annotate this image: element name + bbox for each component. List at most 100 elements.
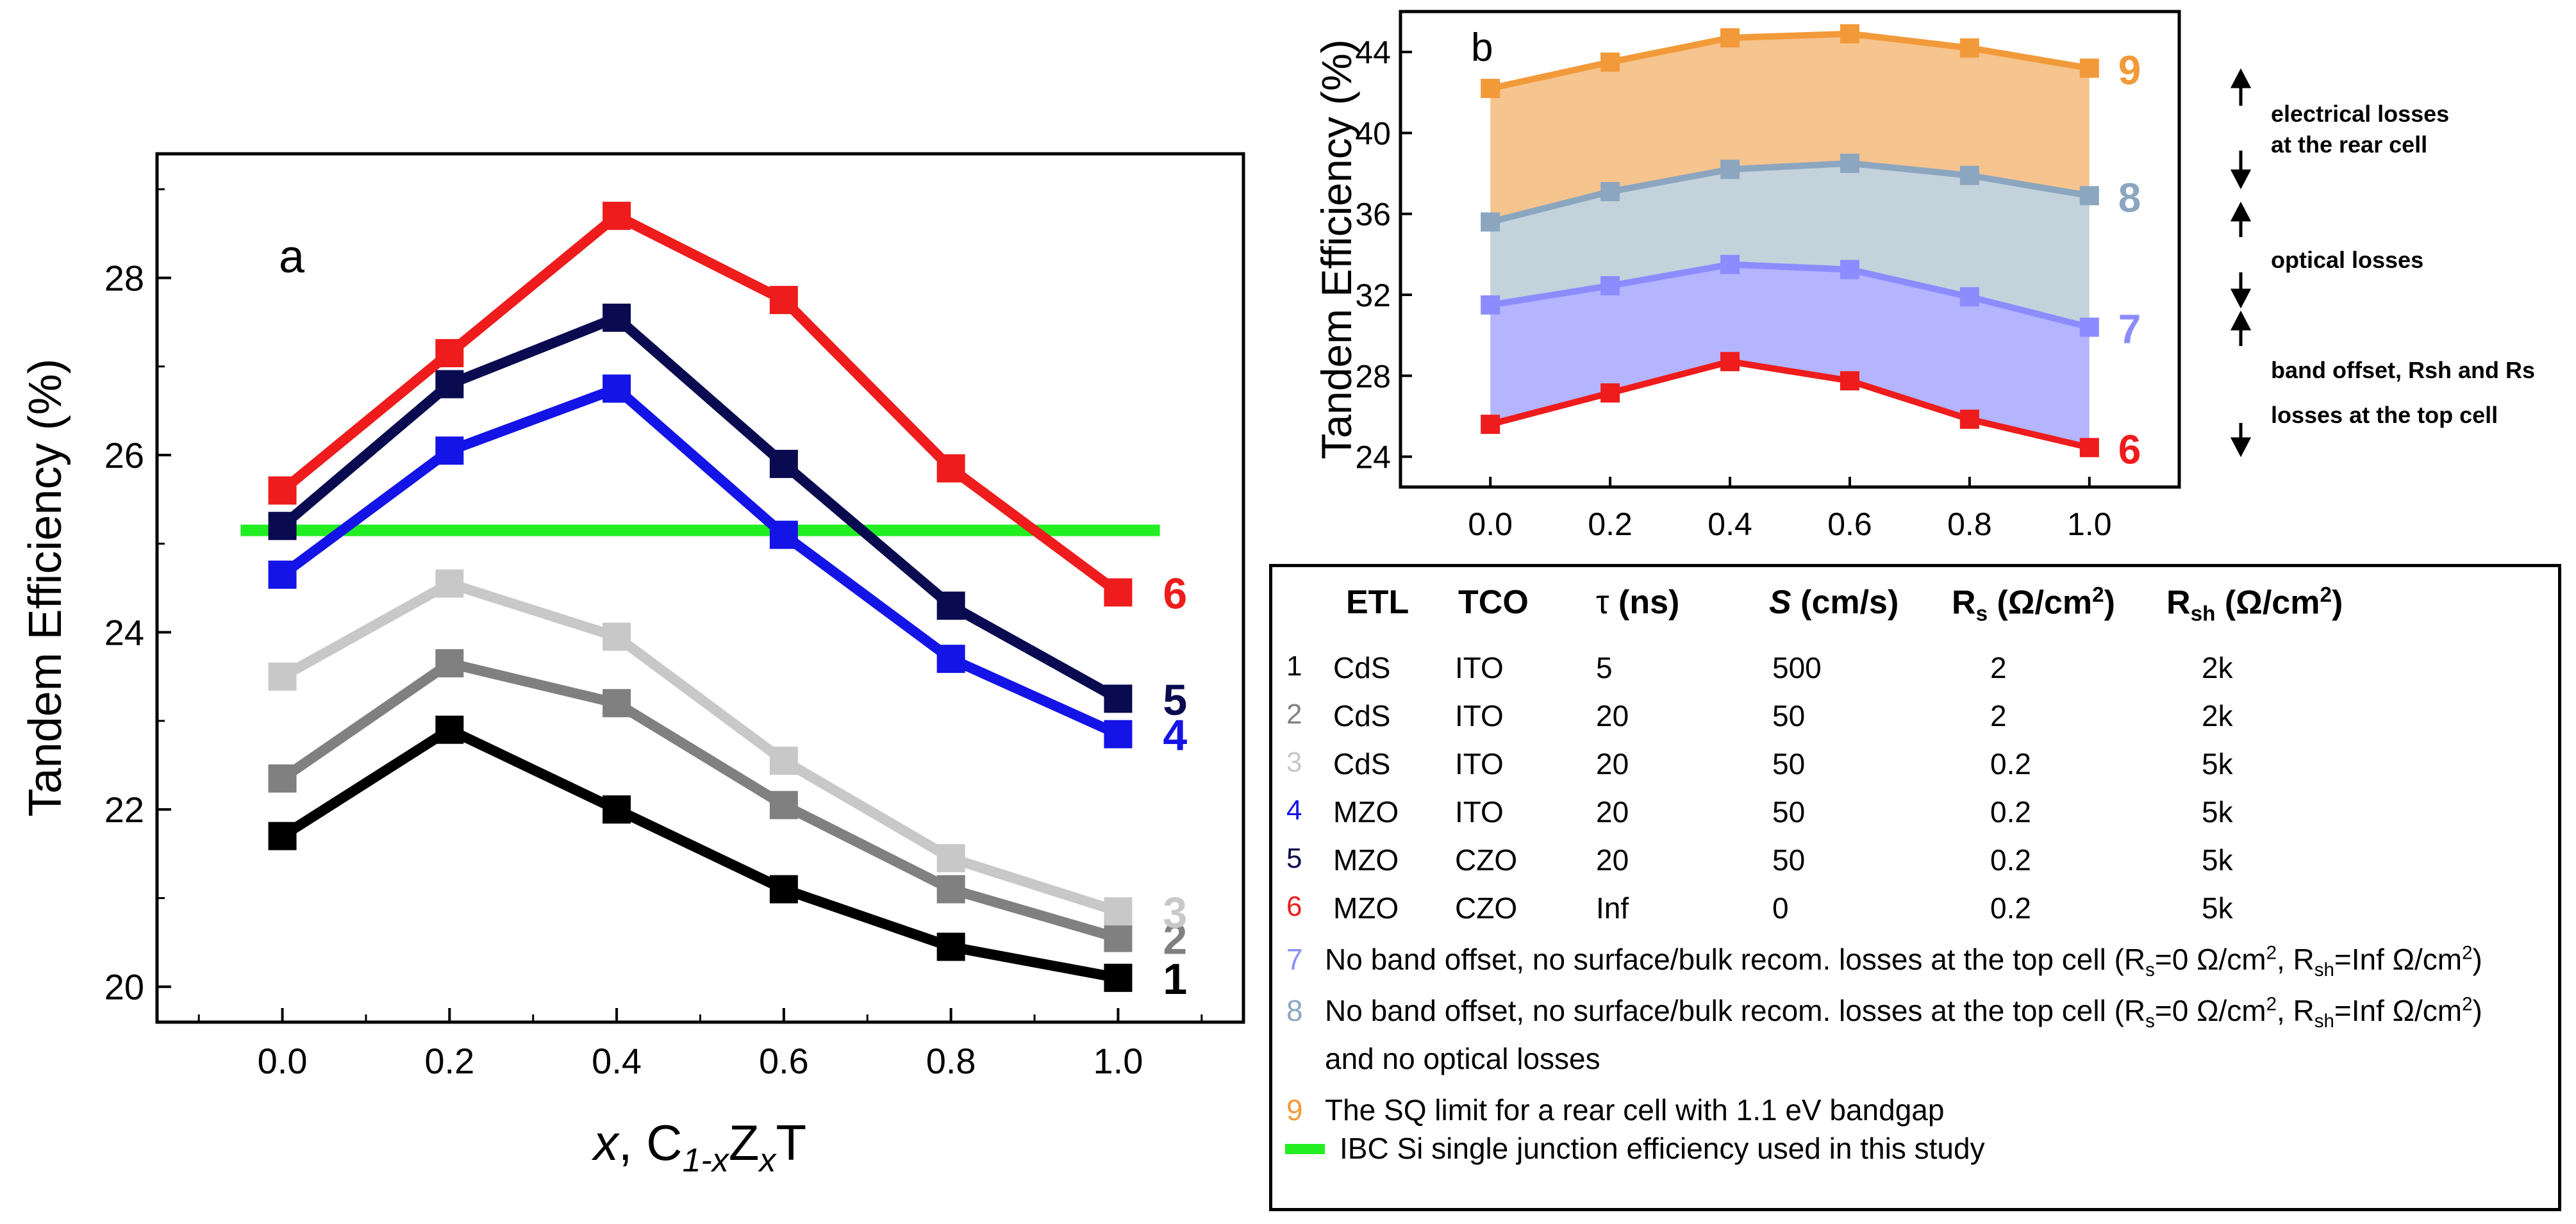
xlabel-t: T	[776, 1114, 806, 1171]
series-a-point-5	[435, 370, 464, 399]
cell-rs: 0.2	[1990, 843, 2031, 877]
series-b-point-8	[1840, 153, 1859, 173]
series-a-3: 3	[268, 569, 1187, 937]
series-b-point-9	[1720, 28, 1740, 48]
annotation-band-offset: band offset, Rsh and Rs	[2271, 357, 2535, 383]
series-a-point-5	[602, 303, 631, 332]
header-s: S (cm/s)	[1769, 584, 1899, 621]
row-number: 4	[1286, 795, 1302, 826]
series-b-point-6	[2079, 438, 2099, 458]
table-row: 4 MZO ITO 20 50 0.2 5k	[1272, 795, 2558, 833]
cell-s: 50	[1772, 843, 1806, 877]
xtick-label-b: 1.0	[2067, 506, 2112, 542]
series-b-point-7	[1840, 260, 1859, 279]
series-a-point-6	[268, 476, 297, 505]
series-b-point-8	[1720, 160, 1740, 179]
series-b-line-9	[1490, 30, 2090, 92]
series-a-point-6	[435, 339, 464, 368]
xlabel-comma: ,	[619, 1114, 646, 1171]
ytick-label-a: 20	[104, 967, 144, 1007]
cell-s: 500	[1772, 651, 1822, 684]
series-a-2: 2	[268, 649, 1187, 964]
series-a-5: 5	[268, 303, 1187, 724]
series-a-point-4	[769, 520, 798, 549]
cell-etl: MZO	[1333, 891, 1399, 925]
cell-tau: 20	[1596, 747, 1629, 781]
series-b-point-8	[2079, 186, 2099, 206]
panel-a-ylabel: Tandem Efficiency (%)	[20, 359, 71, 817]
series-b-label-9: 9	[2118, 47, 2141, 93]
loss-arrows	[2230, 68, 2252, 458]
loss-annotations: electrical losses at the rear cell optic…	[2271, 101, 2535, 428]
table-row: 5 MZO CZO 20 50 0.2 5k	[1272, 843, 2558, 881]
cell-etl: CdS	[1333, 747, 1391, 781]
cell-tau: Inf	[1596, 891, 1629, 925]
series-a-point-4	[268, 560, 297, 589]
series-b-label-7: 7	[2118, 306, 2141, 352]
series-a-point-1	[602, 795, 631, 824]
cell-rsh: 2k	[2202, 699, 2233, 732]
series-a-point-2	[268, 764, 297, 793]
cell-s: 50	[1772, 747, 1806, 781]
series-b-point-7	[1600, 276, 1620, 295]
panel-a-frame	[155, 152, 1245, 1024]
cell-rsh: 5k	[2202, 747, 2233, 781]
series-b-point-8	[1481, 212, 1500, 232]
series-b-point-8	[1959, 165, 1979, 185]
table-row: 1 CdS ITO 5 500 2 2k	[1272, 650, 2558, 689]
cell-s: 0	[1772, 891, 1789, 925]
panel-b-label: b	[1471, 26, 1493, 70]
table-row: 3 CdS ITO 20 50 0.2 5k	[1272, 747, 2558, 785]
cell-tau: 5	[1596, 651, 1613, 684]
series-a-label-5: 5	[1163, 675, 1187, 724]
xtick-label-a: 0.2	[424, 1041, 474, 1081]
note-9: 9 The SQ limit for a rear cell with 1.1 e…	[1286, 1093, 1945, 1127]
panel-b-ylabel: Tandem Efficiency (%)	[1313, 39, 1360, 459]
series-a-line-5	[279, 312, 1121, 704]
series-a-point-1	[435, 715, 464, 744]
row-number: 2	[1286, 699, 1302, 730]
row-number: 3	[1286, 747, 1302, 778]
legend-table: ETL TCO τ (ns) S (cm/s) Rs (Ω/cm2) Rsh (…	[1269, 564, 2561, 1211]
header-tau: τ (ns)	[1596, 584, 1680, 621]
panel-b-frame	[1399, 10, 2181, 489]
xlabel-csub: 1-x	[683, 1142, 730, 1179]
header-etl: ETL	[1346, 584, 1409, 621]
area-b-7	[1490, 264, 2090, 448]
ytick-label-b: 40	[1355, 115, 1391, 151]
cell-tco: ITO	[1455, 747, 1504, 781]
ytick-label-b: 24	[1355, 440, 1391, 476]
series-b-7: 7	[1481, 254, 2141, 352]
series-b-point-9	[2079, 58, 2099, 78]
ytick-label-b: 32	[1355, 277, 1391, 313]
series-a-label-6: 6	[1163, 569, 1187, 618]
table-row: 2 CdS ITO 20 50 2 2k	[1272, 699, 2558, 737]
series-a-point-6	[602, 201, 631, 230]
cell-rs: 2	[1990, 651, 2007, 684]
xtick-label-b: 0.6	[1827, 506, 1872, 542]
cell-rs: 0.2	[1990, 891, 2031, 925]
xtick-label-a: 0.6	[759, 1041, 809, 1081]
series-b-point-9	[1840, 24, 1859, 44]
xlabel-c: C	[646, 1114, 682, 1171]
cell-s: 50	[1772, 699, 1806, 732]
series-a-line-4	[279, 383, 1120, 739]
series-a-point-6	[1104, 578, 1133, 607]
header-rsh: Rsh (Ω/cm2)	[2166, 583, 2343, 626]
series-a-point-2	[435, 649, 464, 678]
series-b-point-7	[1481, 295, 1500, 315]
series-a-point-5	[268, 511, 297, 540]
series-b-6: 6	[1481, 352, 2141, 472]
series-a-point-3	[602, 622, 631, 651]
series-b-label-6: 6	[2118, 426, 2141, 472]
ytick-label-a: 24	[104, 613, 144, 653]
series-b-point-6	[1600, 383, 1620, 403]
series-a-point-4	[435, 436, 464, 465]
series-b-point-6	[1959, 409, 1979, 429]
cell-s: 50	[1772, 795, 1806, 829]
series-b-point-9	[1959, 38, 1979, 58]
series-a-line-6	[279, 210, 1122, 597]
series-a-point-1	[1104, 963, 1133, 992]
series-a-point-6	[769, 286, 798, 315]
